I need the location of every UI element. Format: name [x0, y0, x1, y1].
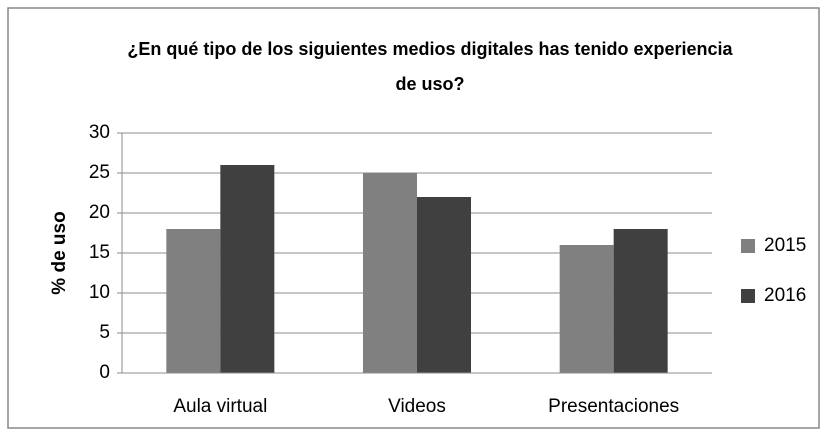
bar — [166, 229, 221, 373]
legend-label: 2016 — [764, 285, 806, 306]
bar — [613, 229, 668, 373]
bar — [363, 173, 417, 373]
bar — [559, 245, 614, 373]
x-tick-label: Videos — [388, 396, 446, 417]
legend-swatch — [741, 289, 755, 303]
legend-swatch — [741, 239, 755, 253]
legend-label: 2015 — [764, 235, 806, 256]
y-tick-label: 30 — [89, 122, 110, 143]
y-tick-label: 5 — [99, 322, 110, 343]
y-tick-label: 0 — [99, 362, 110, 383]
x-tick-label: Presentaciones — [548, 396, 679, 417]
y-tick-label: 25 — [89, 162, 110, 183]
y-tick-label: 15 — [89, 242, 110, 263]
bar — [417, 197, 471, 373]
y-tick-label: 20 — [89, 202, 110, 223]
y-axis-title: % de uso — [49, 211, 70, 294]
y-tick-label: 10 — [89, 282, 110, 303]
x-tick-label: Aula virtual — [173, 396, 267, 417]
bar — [220, 165, 275, 373]
chart-title: ¿En qué tipo de los siguientes medios di… — [127, 39, 733, 94]
